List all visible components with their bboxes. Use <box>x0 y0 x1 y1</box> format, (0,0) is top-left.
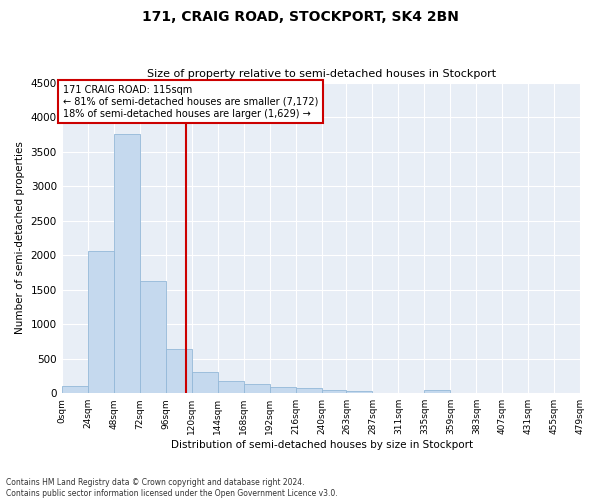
Text: 171 CRAIG ROAD: 115sqm
← 81% of semi-detached houses are smaller (7,172)
18% of : 171 CRAIG ROAD: 115sqm ← 81% of semi-det… <box>63 86 318 118</box>
Y-axis label: Number of semi-detached properties: Number of semi-detached properties <box>15 142 25 334</box>
Bar <box>166 349 191 393</box>
Text: Contains HM Land Registry data © Crown copyright and database right 2024.
Contai: Contains HM Land Registry data © Crown c… <box>6 478 338 498</box>
Bar <box>191 372 218 393</box>
Bar <box>88 251 113 393</box>
X-axis label: Distribution of semi-detached houses by size in Stockport: Distribution of semi-detached houses by … <box>170 440 473 450</box>
Bar <box>424 390 451 393</box>
Bar <box>244 384 269 393</box>
Bar <box>140 282 166 393</box>
Bar <box>269 386 296 393</box>
Bar <box>218 381 244 393</box>
Text: 171, CRAIG ROAD, STOCKPORT, SK4 2BN: 171, CRAIG ROAD, STOCKPORT, SK4 2BN <box>142 10 458 24</box>
Bar <box>322 390 346 393</box>
Title: Size of property relative to semi-detached houses in Stockport: Size of property relative to semi-detach… <box>147 69 496 79</box>
Bar <box>113 134 140 393</box>
Bar <box>62 386 88 393</box>
Bar <box>296 388 322 393</box>
Bar <box>346 391 373 393</box>
